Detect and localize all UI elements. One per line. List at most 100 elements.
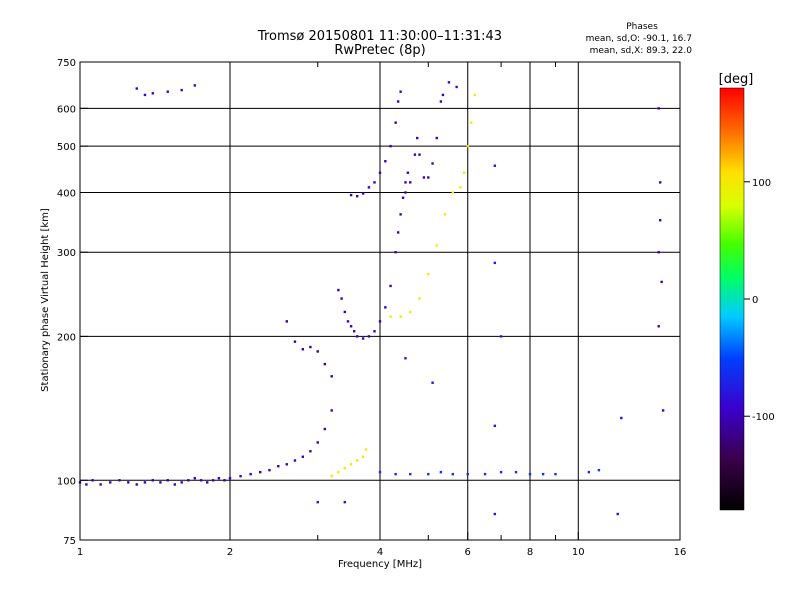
data-point (166, 479, 169, 482)
data-point (337, 288, 340, 292)
data-point (406, 171, 410, 174)
y-tick-label: 500 (57, 142, 76, 153)
data-point (340, 297, 343, 300)
y-axis-label: Stationary phase Virtual Height [km] (40, 208, 51, 392)
series-group (316, 164, 623, 516)
data-point (404, 191, 407, 194)
phase-stats-o: mean, sd,O: -90.1, 16.7 (586, 34, 692, 44)
data-point (587, 470, 591, 474)
data-point (355, 194, 359, 198)
data-point (355, 459, 359, 462)
data-point (657, 325, 660, 328)
data-point (459, 186, 462, 189)
data-point (389, 144, 392, 148)
data-point (499, 335, 503, 338)
data-point (367, 335, 371, 338)
data-point (361, 337, 365, 340)
data-point (493, 424, 497, 428)
colorbar (719, 87, 745, 511)
data-point (193, 84, 197, 87)
axis-ticks: 1 2 4 6 8 10 16 75 100 200 300 400 500 600 750 (57, 58, 686, 558)
colorbar-ticks: 100 0 -100 (744, 178, 775, 423)
data-point (427, 272, 430, 276)
y-tick-label: 600 (57, 104, 76, 115)
data-point (441, 93, 445, 97)
data-point (343, 310, 347, 314)
data-point (657, 107, 660, 110)
data-point (493, 512, 497, 516)
data-point (455, 85, 458, 89)
colorbar-tick-label: 100 (752, 178, 771, 189)
data-point (399, 90, 402, 93)
data-point (364, 448, 368, 451)
data-point (431, 162, 434, 165)
series-group (337, 171, 410, 340)
data-point (143, 93, 147, 97)
data-point (439, 470, 443, 474)
series-group (404, 93, 445, 194)
data-point (451, 191, 455, 194)
data-point (143, 481, 147, 484)
data-point (401, 196, 405, 199)
data-point (346, 320, 350, 323)
data-point (293, 340, 297, 343)
data-point (389, 284, 392, 288)
data-point (285, 320, 288, 323)
series-group (349, 90, 402, 198)
phase-stats-x: mean, sd,X: 89.3, 22.0 (590, 46, 693, 56)
data-point (277, 465, 280, 468)
series-group (135, 81, 458, 97)
data-point (409, 472, 412, 476)
data-point (211, 479, 215, 482)
data-point (135, 87, 138, 90)
data-point (151, 92, 155, 95)
data-point (239, 474, 242, 478)
data-point (554, 472, 557, 476)
data-point (418, 297, 421, 300)
data-point (259, 470, 262, 474)
data-point (447, 81, 451, 84)
data-point (661, 409, 665, 412)
data-point (180, 481, 183, 484)
y-tick-label: 200 (57, 332, 76, 343)
data-point (373, 181, 376, 184)
data-point (228, 477, 232, 480)
data-point (404, 357, 407, 360)
series-group (389, 93, 477, 318)
data-point (367, 186, 371, 189)
data-point (427, 472, 430, 476)
data-point (389, 315, 392, 318)
x-tick-label: 4 (377, 547, 383, 558)
x-tick-label: 8 (527, 547, 533, 558)
data-point (413, 153, 417, 156)
data-point (118, 479, 121, 482)
series-group (657, 107, 665, 412)
data-point (301, 455, 305, 458)
data-point (499, 470, 503, 474)
data-point (431, 381, 434, 384)
data-point (658, 219, 662, 222)
data-point (349, 325, 353, 328)
y-tick-label: 300 (57, 248, 76, 259)
data-point (109, 481, 112, 484)
y-tick-label: 75 (63, 536, 76, 547)
grid-lines (80, 62, 680, 540)
data-point (394, 251, 397, 254)
data-point (620, 416, 623, 420)
data-point (415, 136, 419, 140)
data-point (166, 90, 169, 93)
data-point (483, 472, 487, 476)
data-point (193, 477, 197, 480)
colorbar-tick-label: 0 (752, 295, 758, 306)
data-point (293, 459, 297, 462)
data-point (394, 121, 397, 124)
data-point (435, 244, 438, 247)
data-point (409, 181, 412, 184)
data-point (349, 463, 353, 466)
data-point (349, 193, 353, 197)
data-point (660, 280, 663, 284)
data-point (127, 481, 130, 484)
data-point (91, 479, 94, 482)
data-point (396, 100, 400, 103)
